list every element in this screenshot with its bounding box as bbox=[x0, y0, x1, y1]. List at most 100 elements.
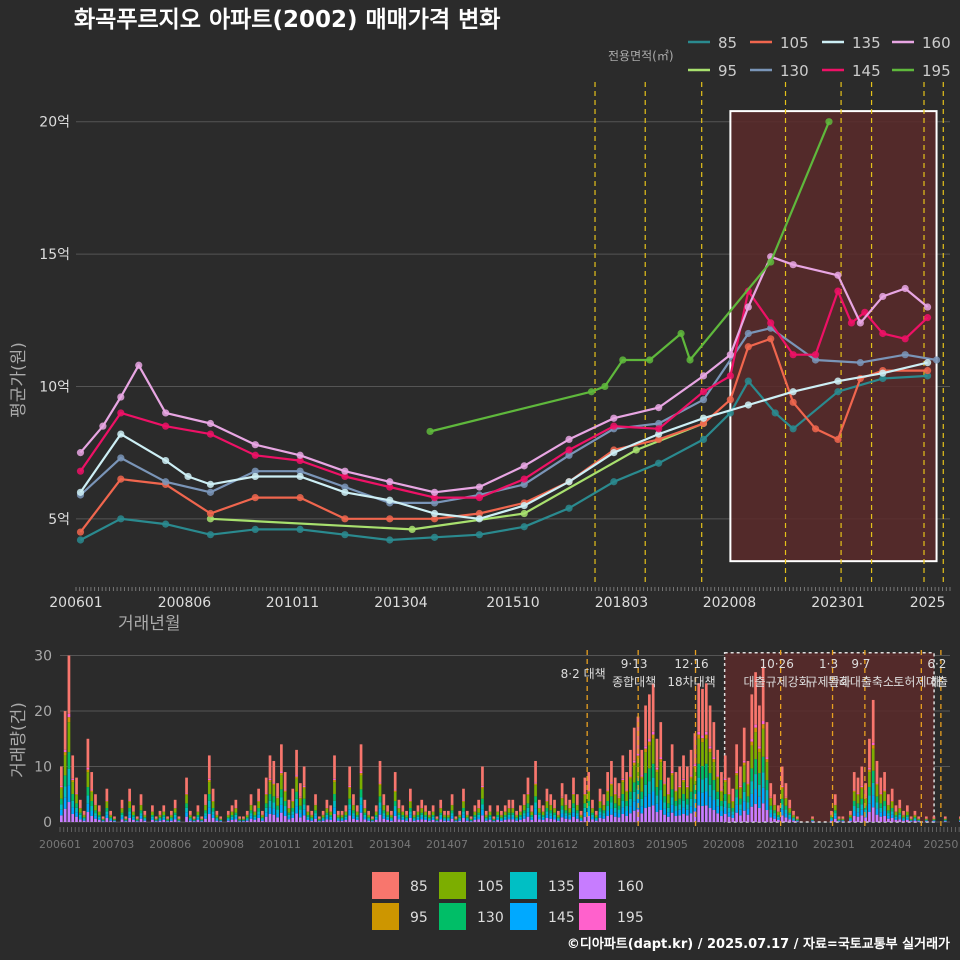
volume-bar-segment-130 bbox=[287, 812, 291, 815]
volume-bar-segment-145 bbox=[678, 809, 682, 816]
volume-bar-segment-85 bbox=[617, 783, 621, 797]
volume-y-tick-label: 20 bbox=[34, 704, 52, 720]
volume-bar-segment-160 bbox=[545, 818, 549, 822]
volume-bar-segment-145 bbox=[697, 791, 701, 806]
volume-bar-segment-85 bbox=[405, 810, 408, 815]
volume-bar-segment-85 bbox=[75, 777, 78, 794]
volume-bar-segment-85 bbox=[591, 799, 594, 808]
volume-bar-segment-135 bbox=[503, 816, 507, 819]
volume-bar-segment-85 bbox=[60, 766, 63, 786]
data-point-85 bbox=[117, 515, 125, 523]
volume-bar-segment-145 bbox=[90, 811, 94, 817]
volume-bar-segment-160 bbox=[701, 806, 704, 822]
volume-bar-segment-195 bbox=[761, 721, 765, 725]
volume-bar-segment-130 bbox=[788, 812, 792, 815]
volume-bar-segment-95 bbox=[640, 776, 644, 779]
volume-bar-segment-130 bbox=[852, 801, 856, 807]
volume-bar-segment-105 bbox=[841, 818, 845, 820]
volume-bar-segment-145 bbox=[238, 820, 241, 822]
volume-bar-segment-195 bbox=[670, 771, 674, 774]
volume-bar-segment-135 bbox=[226, 818, 230, 820]
volume-bar-segment-95 bbox=[731, 801, 735, 803]
volume-bar-segment-195 bbox=[890, 800, 894, 802]
volume-bar-segment-85 bbox=[454, 816, 458, 819]
volume-bar-segment-135 bbox=[765, 790, 769, 801]
volume-bar-segment-130 bbox=[257, 808, 260, 812]
volume-bar-segment-160 bbox=[644, 808, 647, 822]
volume-bar-segment-105 bbox=[488, 812, 492, 816]
volume-bar-segment-130 bbox=[640, 791, 644, 799]
volume-bar-segment-195 bbox=[887, 803, 890, 805]
volume-bar-segment-130 bbox=[113, 819, 116, 821]
data-point-85 bbox=[520, 523, 528, 531]
volume-bar-segment-135 bbox=[340, 818, 344, 820]
volume-bar-segment-160 bbox=[469, 821, 473, 822]
volume-bar-segment-105 bbox=[792, 815, 795, 818]
volume-bar-segment-160 bbox=[659, 810, 663, 822]
volume-bar-segment-85 bbox=[697, 683, 701, 732]
volume-bar-segment-105 bbox=[526, 795, 530, 804]
volume-bar-segment-160 bbox=[879, 816, 883, 822]
volume-bar-segment-130 bbox=[530, 815, 534, 817]
volume-bar-segment-85 bbox=[905, 805, 909, 812]
volume-bar-segment-135 bbox=[268, 800, 272, 808]
data-point-145 bbox=[475, 494, 483, 502]
volume-bar-segment-145 bbox=[602, 815, 606, 819]
volume-bar-segment-145 bbox=[488, 818, 492, 821]
volume-bar-segment-160 bbox=[720, 816, 723, 822]
volume-bar-segment-105 bbox=[682, 782, 685, 795]
volume-bar-segment-85 bbox=[272, 760, 276, 783]
volume-bar-segment-85 bbox=[283, 772, 287, 790]
volume-bar-segment-160 bbox=[71, 814, 75, 822]
volume-bar-segment-95 bbox=[185, 794, 188, 796]
volume-bar-segment-135 bbox=[67, 768, 71, 786]
volume-bar-segment-145 bbox=[71, 807, 75, 815]
volume-bar-segment-195 bbox=[632, 760, 636, 763]
data-point-145 bbox=[726, 372, 734, 380]
volume-bar-segment-135 bbox=[207, 800, 211, 808]
volume-bar-segment-160 bbox=[462, 818, 465, 822]
volume-bar-segment-105 bbox=[519, 812, 522, 816]
volume-bar-segment-95 bbox=[739, 787, 742, 789]
volume-bar-segment-130 bbox=[67, 752, 71, 769]
volume-bar-segment-85 bbox=[333, 755, 336, 779]
volume-bar-segment-105 bbox=[769, 798, 773, 806]
data-point-85 bbox=[162, 520, 170, 528]
volume-bar-segment-105 bbox=[515, 815, 518, 818]
volume-bar-segment-160 bbox=[553, 819, 556, 822]
volume-bar-segment-160 bbox=[917, 821, 921, 822]
volume-bar-segment-95 bbox=[583, 794, 587, 796]
volume-bar-segment-145 bbox=[162, 818, 166, 821]
volume-legend-label-145: 145 bbox=[548, 910, 575, 926]
volume-bar-segment-195 bbox=[621, 778, 625, 781]
series-line-145 bbox=[79, 290, 929, 499]
volume-bar-segment-195 bbox=[534, 782, 537, 784]
volume-bar-segment-135 bbox=[280, 797, 283, 805]
volume-bar-segment-85 bbox=[82, 810, 86, 815]
volume-bar-segment-95 bbox=[864, 797, 867, 799]
volume-bar-segment-85 bbox=[462, 788, 465, 801]
volume-bar-segment-105 bbox=[226, 815, 230, 818]
volume-bar-segment-85 bbox=[917, 816, 921, 819]
volume-bar-segment-85 bbox=[716, 749, 720, 776]
volume-bar-segment-85 bbox=[583, 777, 587, 794]
volume-bar-segment-130 bbox=[496, 815, 499, 817]
volume-bar-segment-130 bbox=[492, 819, 496, 821]
volume-bar-segment-135 bbox=[234, 814, 238, 818]
data-point-130 bbox=[296, 467, 304, 475]
volume-bar-segment-135 bbox=[587, 806, 591, 812]
volume-bar-segment-145 bbox=[708, 796, 712, 809]
volume-bar-segment-195 bbox=[63, 749, 67, 753]
volume-bar-segment-130 bbox=[109, 817, 113, 819]
volume-bar-segment-130 bbox=[158, 817, 162, 819]
volume-bar-segment-130 bbox=[359, 789, 363, 798]
volume-bar-segment-195 bbox=[522, 803, 526, 805]
volume-bar-segment-130 bbox=[78, 812, 82, 815]
volume-bar-segment-85 bbox=[689, 749, 693, 776]
volume-bar-segment-130 bbox=[780, 798, 784, 805]
volume-bar-segment-130 bbox=[629, 791, 632, 799]
policy-annotation: 토허제 해 bbox=[893, 675, 941, 689]
volume-bar-segment-160 bbox=[488, 820, 492, 822]
volume-y-tick-label: 10 bbox=[34, 760, 52, 776]
volume-bar-segment-95 bbox=[249, 804, 253, 806]
